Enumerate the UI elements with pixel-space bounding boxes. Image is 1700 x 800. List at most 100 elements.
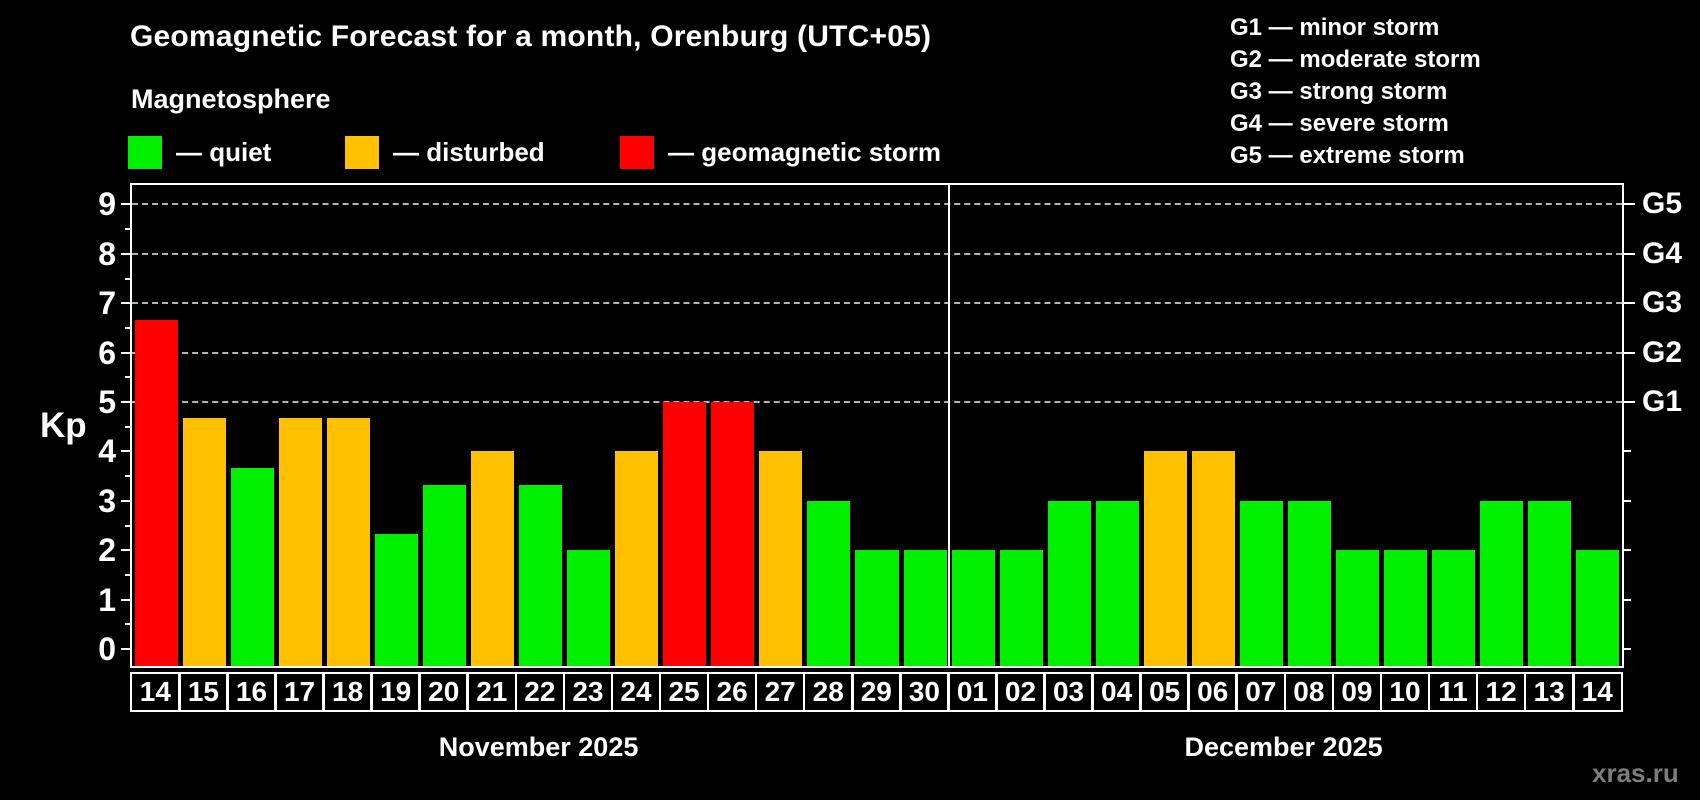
bar-day-11 (1432, 550, 1476, 666)
y-tick-right-8 (1622, 252, 1635, 255)
y-tick-right-7 (1622, 302, 1635, 305)
y-tick-right-2 (1622, 549, 1631, 552)
y-tick-label-7: 7 (98, 285, 116, 322)
x-label-day-09-25: 09 (1331, 672, 1383, 712)
x-label-day-12-28: 12 (1475, 672, 1527, 712)
y-tick-label-8: 8 (98, 235, 116, 272)
x-label-day-28-14: 28 (802, 672, 854, 712)
bar-day-02 (999, 550, 1043, 666)
page-title: Geomagnetic Forecast for a month, Orenbu… (130, 20, 932, 53)
y-minortick-5 (125, 376, 132, 379)
x-label-day-29-15: 29 (850, 672, 902, 712)
g-legend-row-3: G3 — strong storm (1230, 78, 1448, 105)
bar-day-01 (951, 550, 995, 666)
gridline-kp7 (132, 302, 1622, 305)
bar-day-26 (711, 402, 755, 666)
g-level-label-G1: G1 (1642, 385, 1683, 418)
bar-day-30 (903, 550, 947, 666)
y-tick-label-4: 4 (98, 433, 116, 470)
g-level-label-G3: G3 (1642, 286, 1683, 320)
bar-day-20 (422, 484, 466, 666)
y-tick-right-5 (1622, 401, 1635, 403)
bar-day-06 (1191, 451, 1235, 666)
month-label-1: November 2025 (438, 732, 639, 762)
y-tick-left-2 (121, 549, 132, 552)
x-label-day-14-30: 14 (1571, 672, 1623, 712)
gridline-kp9 (132, 203, 1622, 206)
bar-day-19 (374, 533, 418, 666)
g-scale-legend: G1 — minor storm G2 — moderate storm G3 — … (1230, 12, 1481, 172)
x-label-day-14-0: 14 (130, 672, 181, 712)
x-label-day-11-27: 11 (1427, 672, 1479, 712)
g-level-label-G2: G2 (1642, 335, 1683, 369)
chart-subtitle: Magnetosphere (131, 84, 331, 114)
legend-swatch-disturbed-icon (345, 135, 379, 169)
bar-day-16 (230, 467, 274, 666)
y-tick-right-3 (1622, 499, 1631, 502)
g-level-label-G5: G5 (1642, 187, 1683, 221)
bar-day-18 (326, 418, 370, 666)
bar-day-13 (1528, 500, 1572, 666)
legend-label-disturbed: — disturbed (393, 136, 545, 167)
x-label-day-21-7: 21 (466, 672, 518, 712)
x-label-day-07-23: 07 (1235, 672, 1287, 712)
bar-day-21 (470, 451, 514, 666)
x-label-day-19-5: 19 (370, 672, 421, 712)
x-axis-labels: 14 15 16 17 18 19 20 21 22 23 24 25 26 27 28 29 30 01 02 03… (130, 672, 1624, 712)
bar-day-08 (1288, 500, 1332, 666)
bar-day-14 (1576, 550, 1620, 666)
y-tick-label-0: 0 (98, 631, 116, 667)
bar-day-09 (1336, 550, 1380, 666)
x-label-day-18-4: 18 (322, 672, 373, 712)
x-label-day-05-21: 05 (1139, 672, 1190, 712)
x-label-day-01-17: 01 (947, 672, 998, 712)
y-minortick-6 (125, 326, 132, 329)
y-tick-label-3: 3 (98, 482, 116, 519)
y-tick-right-1 (1622, 598, 1631, 601)
g-legend-row-2: G2 — moderate storm (1230, 46, 1481, 73)
y-tick-left-3 (121, 499, 132, 502)
bar-day-17 (278, 418, 322, 666)
x-label-day-06-22: 06 (1187, 672, 1239, 712)
x-label-day-03-19: 03 (1043, 672, 1094, 712)
gridline-kp8 (132, 252, 1622, 255)
y-minortick-0 (125, 623, 132, 626)
bar-day-25 (663, 402, 707, 666)
bar-day-12 (1480, 500, 1524, 666)
y-tick-left-0 (121, 648, 132, 650)
x-label-day-22-8: 22 (514, 672, 566, 712)
x-label-day-04-20: 04 (1091, 672, 1142, 712)
bar-day-07 (1239, 500, 1284, 666)
x-label-day-13-29: 13 (1523, 672, 1575, 712)
legend-label-quiet: — quiet (176, 136, 272, 167)
x-label-day-17-3: 17 (274, 672, 325, 712)
gridline-kp5 (132, 401, 1622, 403)
bar-day-29 (855, 550, 899, 666)
y-tick-left-4 (121, 450, 132, 453)
x-label-day-27-13: 27 (754, 672, 806, 712)
month-separator-1 (948, 185, 951, 666)
legend-swatch-storm-icon (620, 135, 654, 169)
bar-day-23 (567, 550, 611, 666)
month-labels: November 2025 December 2025 (130, 732, 1624, 772)
legend-swatch-quiet-icon (128, 135, 162, 169)
x-label-day-08-24: 08 (1283, 672, 1335, 712)
x-label-day-23-9: 23 (562, 672, 614, 712)
y-tick-left-6 (121, 351, 132, 354)
y-tick-left-9 (121, 203, 132, 206)
y-tick-label-1: 1 (98, 581, 116, 618)
y-minortick-1 (125, 573, 132, 576)
x-label-day-02-18: 02 (995, 672, 1046, 712)
y-tick-label-5: 5 (98, 384, 116, 420)
legend-item-disturbed: — disturbed (345, 135, 545, 169)
x-label-day-26-12: 26 (706, 672, 758, 712)
x-label-day-15-1: 15 (178, 672, 229, 712)
bar-day-14 (134, 319, 178, 666)
legend-label-storm: — geomagnetic storm (668, 136, 942, 167)
bar-day-05 (1143, 451, 1187, 666)
g-legend-row-1: G1 — minor storm (1230, 14, 1440, 41)
x-label-day-20-6: 20 (418, 672, 470, 712)
y-tick-left-7 (121, 302, 132, 305)
bar-day-27 (759, 451, 803, 666)
y-tick-right-6 (1622, 351, 1635, 354)
